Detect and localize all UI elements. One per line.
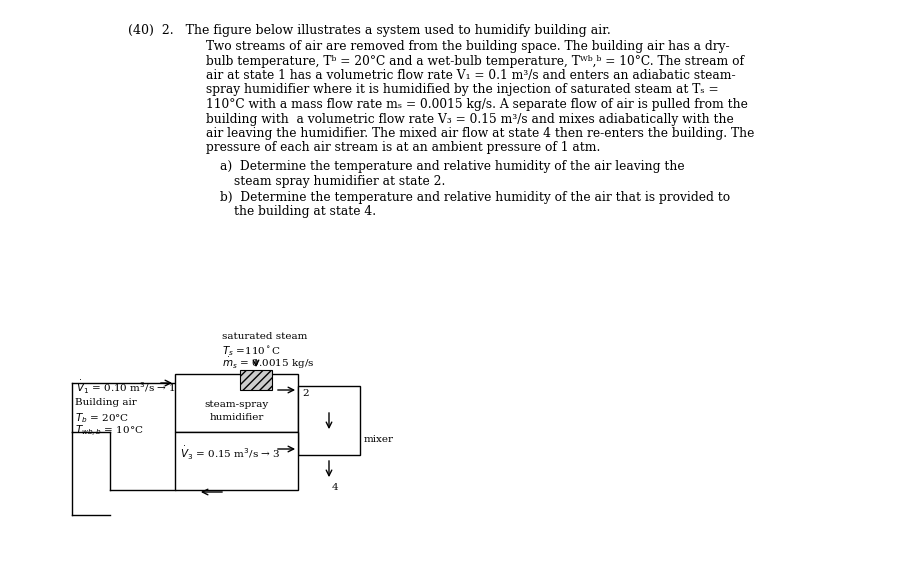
Text: saturated steam: saturated steam bbox=[222, 332, 307, 341]
Text: steam spray humidifier at state 2.: steam spray humidifier at state 2. bbox=[234, 175, 445, 187]
Bar bbox=[298, 386, 359, 455]
Text: (40)  2.   The figure below illustrates a system used to humidify building air.: (40) 2. The figure below illustrates a s… bbox=[128, 24, 610, 37]
Text: bulb temperature, Tᵇ = 20°C and a wet-bulb temperature, Tᵂᵇ,ᵇ = 10°C. The stream: bulb temperature, Tᵇ = 20°C and a wet-bu… bbox=[206, 55, 743, 68]
Text: $T_{wb,b}$ = 10°C: $T_{wb,b}$ = 10°C bbox=[75, 424, 144, 439]
Text: Building air: Building air bbox=[75, 398, 136, 407]
Text: steam-spray: steam-spray bbox=[204, 400, 268, 409]
Text: $\dot{m}_s$ = 0.0015 kg/s: $\dot{m}_s$ = 0.0015 kg/s bbox=[222, 356, 314, 371]
Text: building with  a volumetric flow rate V₃ = 0.15 m³/s and mixes adiabatically wit: building with a volumetric flow rate V₃ … bbox=[206, 113, 733, 126]
Text: b)  Determine the temperature and relative humidity of the air that is provided : b) Determine the temperature and relativ… bbox=[219, 191, 730, 204]
Bar bbox=[175, 432, 298, 490]
Text: the building at state 4.: the building at state 4. bbox=[234, 205, 376, 218]
Text: $T_b$ = 20°C: $T_b$ = 20°C bbox=[75, 411, 129, 425]
Text: 110°C with a mass flow rate mₛ = 0.0015 kg/s. A separate flow of air is pulled f: 110°C with a mass flow rate mₛ = 0.0015 … bbox=[206, 98, 747, 111]
Text: 4: 4 bbox=[331, 483, 339, 492]
Text: $\dot{V}_3$ = 0.15 m$^3$/s → 3: $\dot{V}_3$ = 0.15 m$^3$/s → 3 bbox=[180, 445, 280, 462]
Text: a)  Determine the temperature and relative humidity of the air leaving the: a) Determine the temperature and relativ… bbox=[219, 160, 684, 173]
Text: mixer: mixer bbox=[364, 435, 394, 444]
Text: pressure of each air stream is at an ambient pressure of 1 atm.: pressure of each air stream is at an amb… bbox=[206, 141, 600, 154]
Text: 2: 2 bbox=[302, 389, 308, 398]
Text: air leaving the humidifier. The mixed air flow at state 4 then re-enters the bui: air leaving the humidifier. The mixed ai… bbox=[206, 127, 753, 140]
Text: $T_s$ =110$^\circ$C: $T_s$ =110$^\circ$C bbox=[222, 344, 281, 358]
Text: Two streams of air are removed from the building space. The building air has a d: Two streams of air are removed from the … bbox=[206, 40, 729, 53]
Bar bbox=[175, 374, 298, 432]
Bar bbox=[239, 370, 272, 390]
Text: humidifier: humidifier bbox=[209, 413, 264, 422]
Text: spray humidifier where it is humidified by the injection of saturated steam at T: spray humidifier where it is humidified … bbox=[206, 83, 718, 96]
Text: air at state 1 has a volumetric flow rate V₁ = 0.1 m³/s and enters an adiabatic : air at state 1 has a volumetric flow rat… bbox=[206, 69, 735, 82]
Text: $\dot{V}_1$ = 0.10 m$^3$/s → 1: $\dot{V}_1$ = 0.10 m$^3$/s → 1 bbox=[76, 379, 176, 396]
